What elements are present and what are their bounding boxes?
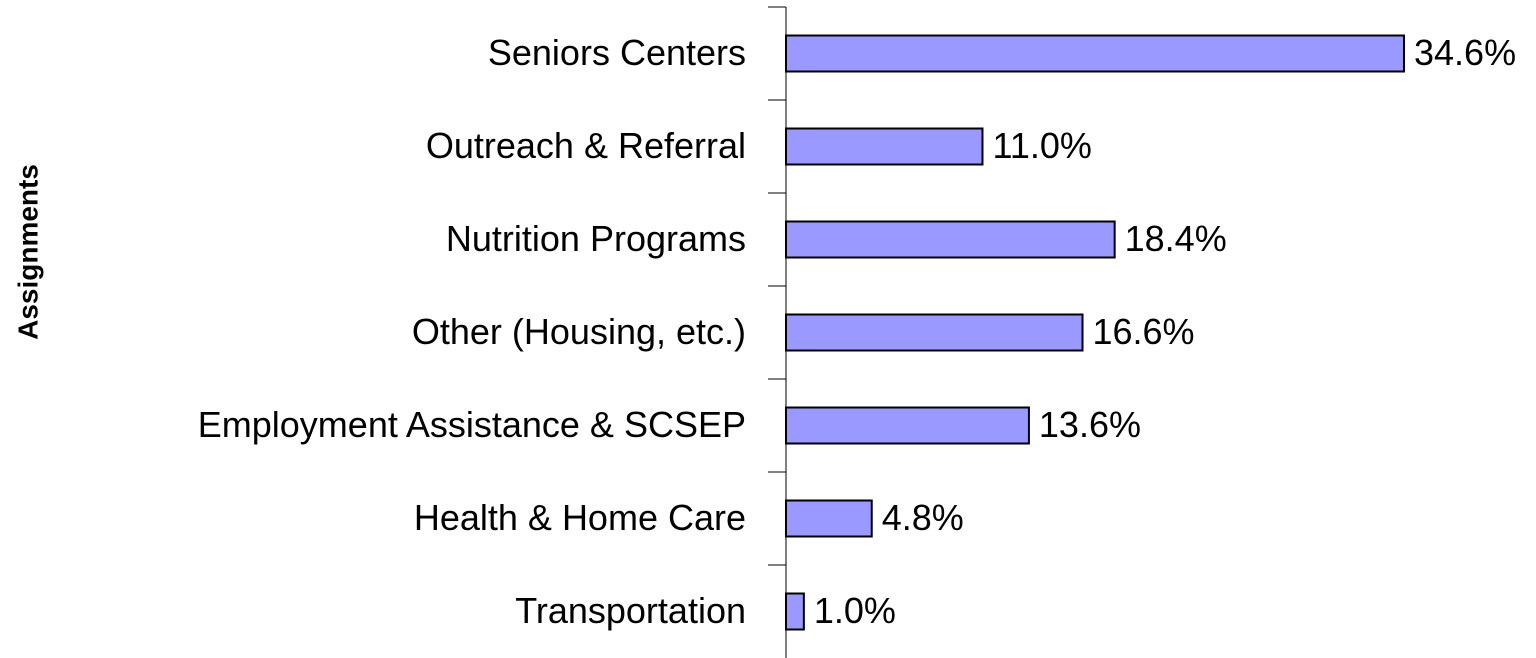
bar [785,220,1116,259]
bar [785,592,805,631]
value-label: 34.6% [1414,32,1516,73]
value-label: 11.0% [992,125,1091,166]
category-label: Transportation [515,590,746,631]
category-label: Seniors Centers [488,32,746,73]
category-label: Other (Housing, etc.) [412,311,746,352]
bar [785,499,873,538]
bar [785,313,1084,352]
bar [785,406,1030,445]
category-label: Employment Assistance & SCSEP [198,404,746,445]
category-label: Nutrition Programs [446,218,746,259]
value-label: 13.6% [1039,404,1141,445]
bar [785,34,1405,73]
category-label: Outreach & Referral [426,125,746,166]
value-label: 4.8% [882,497,964,538]
bar [785,127,984,166]
category-label: Health & Home Care [414,497,746,538]
value-label: 18.4% [1125,218,1227,259]
value-label: 16.6% [1092,311,1194,352]
y-axis-title: Assignments [12,164,43,340]
value-label: 1.0% [814,590,896,631]
